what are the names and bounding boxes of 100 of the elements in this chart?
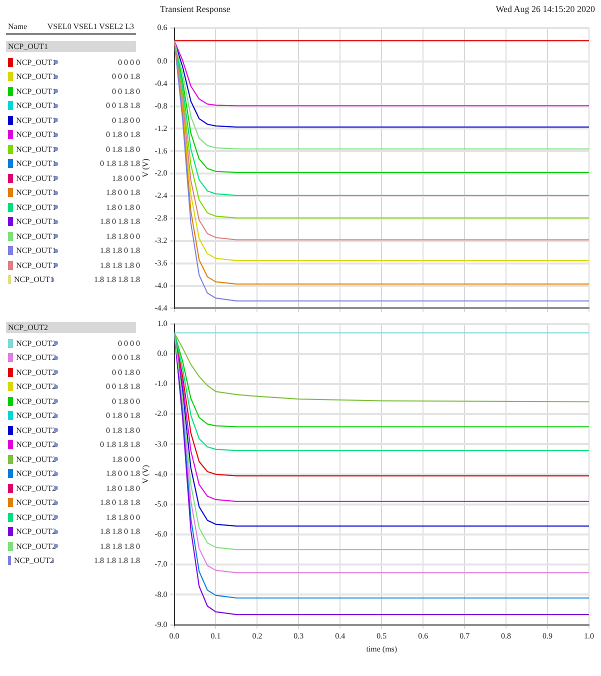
text: 0 0 0 0	[117, 338, 140, 348]
y-tick-label: -0.4	[154, 78, 168, 88]
legend-label: NCP_OUT2	[16, 498, 56, 508]
legend-label: NCP_OUT1	[16, 246, 56, 256]
text: 1.8 0 0 1.8	[105, 188, 140, 198]
y-tick-label: -6.0	[154, 530, 168, 539]
legend-label: NCP_OUT2	[16, 512, 56, 522]
text: 0 0 0 0	[117, 58, 140, 67]
text: 1.8 0 1.8 1.8	[99, 217, 140, 226]
text: Name	[8, 22, 28, 31]
text: 0 1.8 0 1.8	[105, 130, 140, 140]
legend-label: NCP_OUT1	[16, 130, 56, 140]
x-tick-label: 0.2	[252, 632, 262, 641]
x-tick-label: 0.9	[542, 632, 553, 641]
legend-label: NCP_OUT2	[16, 396, 56, 406]
y-tick-label: -0.8	[154, 101, 168, 110]
y-tick-label: -1.6	[154, 146, 168, 156]
y-tick-label: -4.4	[154, 303, 168, 312]
text: 1.8 1.8 0 0	[105, 232, 140, 241]
legend-label: NCP_OUT2	[16, 440, 56, 450]
text: 1.8 0 1.8 0	[105, 484, 140, 493]
legend-label: NCP_OUT2	[16, 542, 56, 551]
text: 1.8 0 0 0	[111, 174, 140, 183]
y-tick-label: -8.0	[154, 590, 168, 599]
text: 0 1.8 0 0	[111, 116, 140, 125]
y-tick-label: -2.0	[154, 168, 168, 178]
y-axis-title: V (V)	[140, 464, 150, 484]
legend-label: NCP_OUT2	[16, 368, 56, 377]
x-tick-label: 1.0	[584, 632, 594, 641]
text: 1.8 1.8 0 0	[105, 512, 140, 522]
legend-label: NCP_OUT1	[16, 217, 56, 226]
y-tick-label: -4.0	[154, 280, 168, 290]
x-tick-label: 0.8	[501, 632, 512, 641]
legend-label: NCP_OUT2	[16, 382, 56, 392]
y-tick-label: 0.0	[157, 56, 168, 66]
text: 0 0 0 1.8	[111, 353, 140, 362]
x-tick-label: 0.4	[335, 632, 346, 641]
text: 0 0 0 1.8	[111, 72, 140, 82]
y-tick-label: -1.0	[154, 379, 168, 388]
x-tick-label: 0.0	[169, 632, 180, 641]
legend-label: NCP_OUT2	[16, 527, 56, 536]
y-axis-title: V (V)	[140, 158, 150, 178]
y-tick-label: 0.0	[157, 348, 168, 358]
text: 1.8 0 0 1.8	[105, 469, 140, 478]
text: 1.8 0 0 0	[111, 454, 140, 464]
y-tick-label: -3.0	[154, 439, 168, 448]
legend-label: NCP_OUT1	[16, 159, 56, 168]
x-tick-label: 0.3	[294, 632, 304, 641]
text: 0 1.8 0 1.8	[105, 411, 140, 420]
x-tick-label: 0.5	[376, 632, 387, 641]
legend-label: NCP_OUT1	[16, 188, 56, 198]
x-tick-label: 0.7	[460, 632, 470, 641]
text: 0 1.8 1.8 1.8	[99, 440, 140, 450]
text: 1.8 1.8 1.8 0	[99, 542, 140, 551]
text: 1.8 1.8 1.8 0	[99, 260, 140, 270]
y-tick-label: -1.2	[154, 124, 168, 133]
text: 0 0 1.8 0	[111, 368, 140, 377]
y-tick-label: -3.6	[154, 258, 168, 268]
y-tick-label: -7.0	[154, 560, 168, 569]
legend-label: NCP_OUT1	[16, 72, 56, 82]
legend-label: NCP_OUT2	[16, 484, 56, 493]
legend-label: NCP_OUT2	[14, 556, 54, 566]
y-tick-label: -2.8	[154, 214, 168, 223]
legend-label: NCP_OUT1	[16, 101, 56, 110]
chart-title: Transient Response	[160, 4, 230, 16]
legend-label: NCP_OUT2	[16, 353, 56, 362]
legend-label: NCP_OUT1	[14, 275, 54, 284]
legend-label: NCP_OUT1	[16, 174, 56, 183]
y-tick-label: 0.6	[157, 22, 168, 32]
legend-label: NCP_OUT1	[16, 260, 56, 270]
text: VSEL0 VSEL1 VSEL2 L3	[47, 22, 134, 31]
y-tick-label: -5.0	[154, 499, 168, 508]
legend-label: NCP_OUT1	[16, 232, 56, 241]
text: 0 0 1.8 1.8	[105, 101, 140, 110]
text: 1.8 1.8 1.8 1.8	[94, 275, 140, 284]
text: 0 0 1.8 1.8	[105, 382, 140, 392]
legend-label: NCP_OUT2	[16, 338, 56, 348]
text: 1.8 0 1.8 0	[105, 202, 140, 212]
y-tick-label: 1.0	[157, 318, 168, 328]
x-tick-label: 0.6	[418, 632, 428, 641]
y-tick-label: -4.0	[154, 469, 168, 478]
chart-subtitle: Wed Aug 26 14:15:20 2020	[496, 4, 595, 16]
legend-title: NCP_OUT1	[6, 41, 136, 52]
text: 1.8 1.8 0 1.8	[99, 246, 140, 256]
text: 1.8 0 1.8 1.8	[99, 498, 140, 508]
legend-label: NCP_OUT1	[16, 202, 56, 212]
text: 1.8 1.8 1.8 1.8	[94, 556, 140, 566]
text: 0 1.8 1.8 1.8	[99, 159, 140, 168]
legend-label: NCP_OUT1	[16, 116, 56, 125]
legend-label: NCP_OUT2	[16, 411, 56, 420]
legend-title: NCP_OUT2	[6, 322, 136, 333]
legend-label: NCP_OUT1	[16, 86, 56, 96]
legend-label: NCP_OUT2	[16, 426, 56, 435]
y-tick-label: -9.0	[154, 620, 168, 629]
y-tick-label: -2.0	[154, 409, 168, 418]
legend-label: NCP_OUT1	[16, 58, 56, 67]
text: 1.8 1.8 0 1.8	[99, 527, 140, 536]
text: 0 1.8 1.8 0	[105, 426, 140, 435]
y-tick-label: -3.2	[154, 236, 168, 245]
x-tick-label: 0.1	[210, 632, 221, 641]
